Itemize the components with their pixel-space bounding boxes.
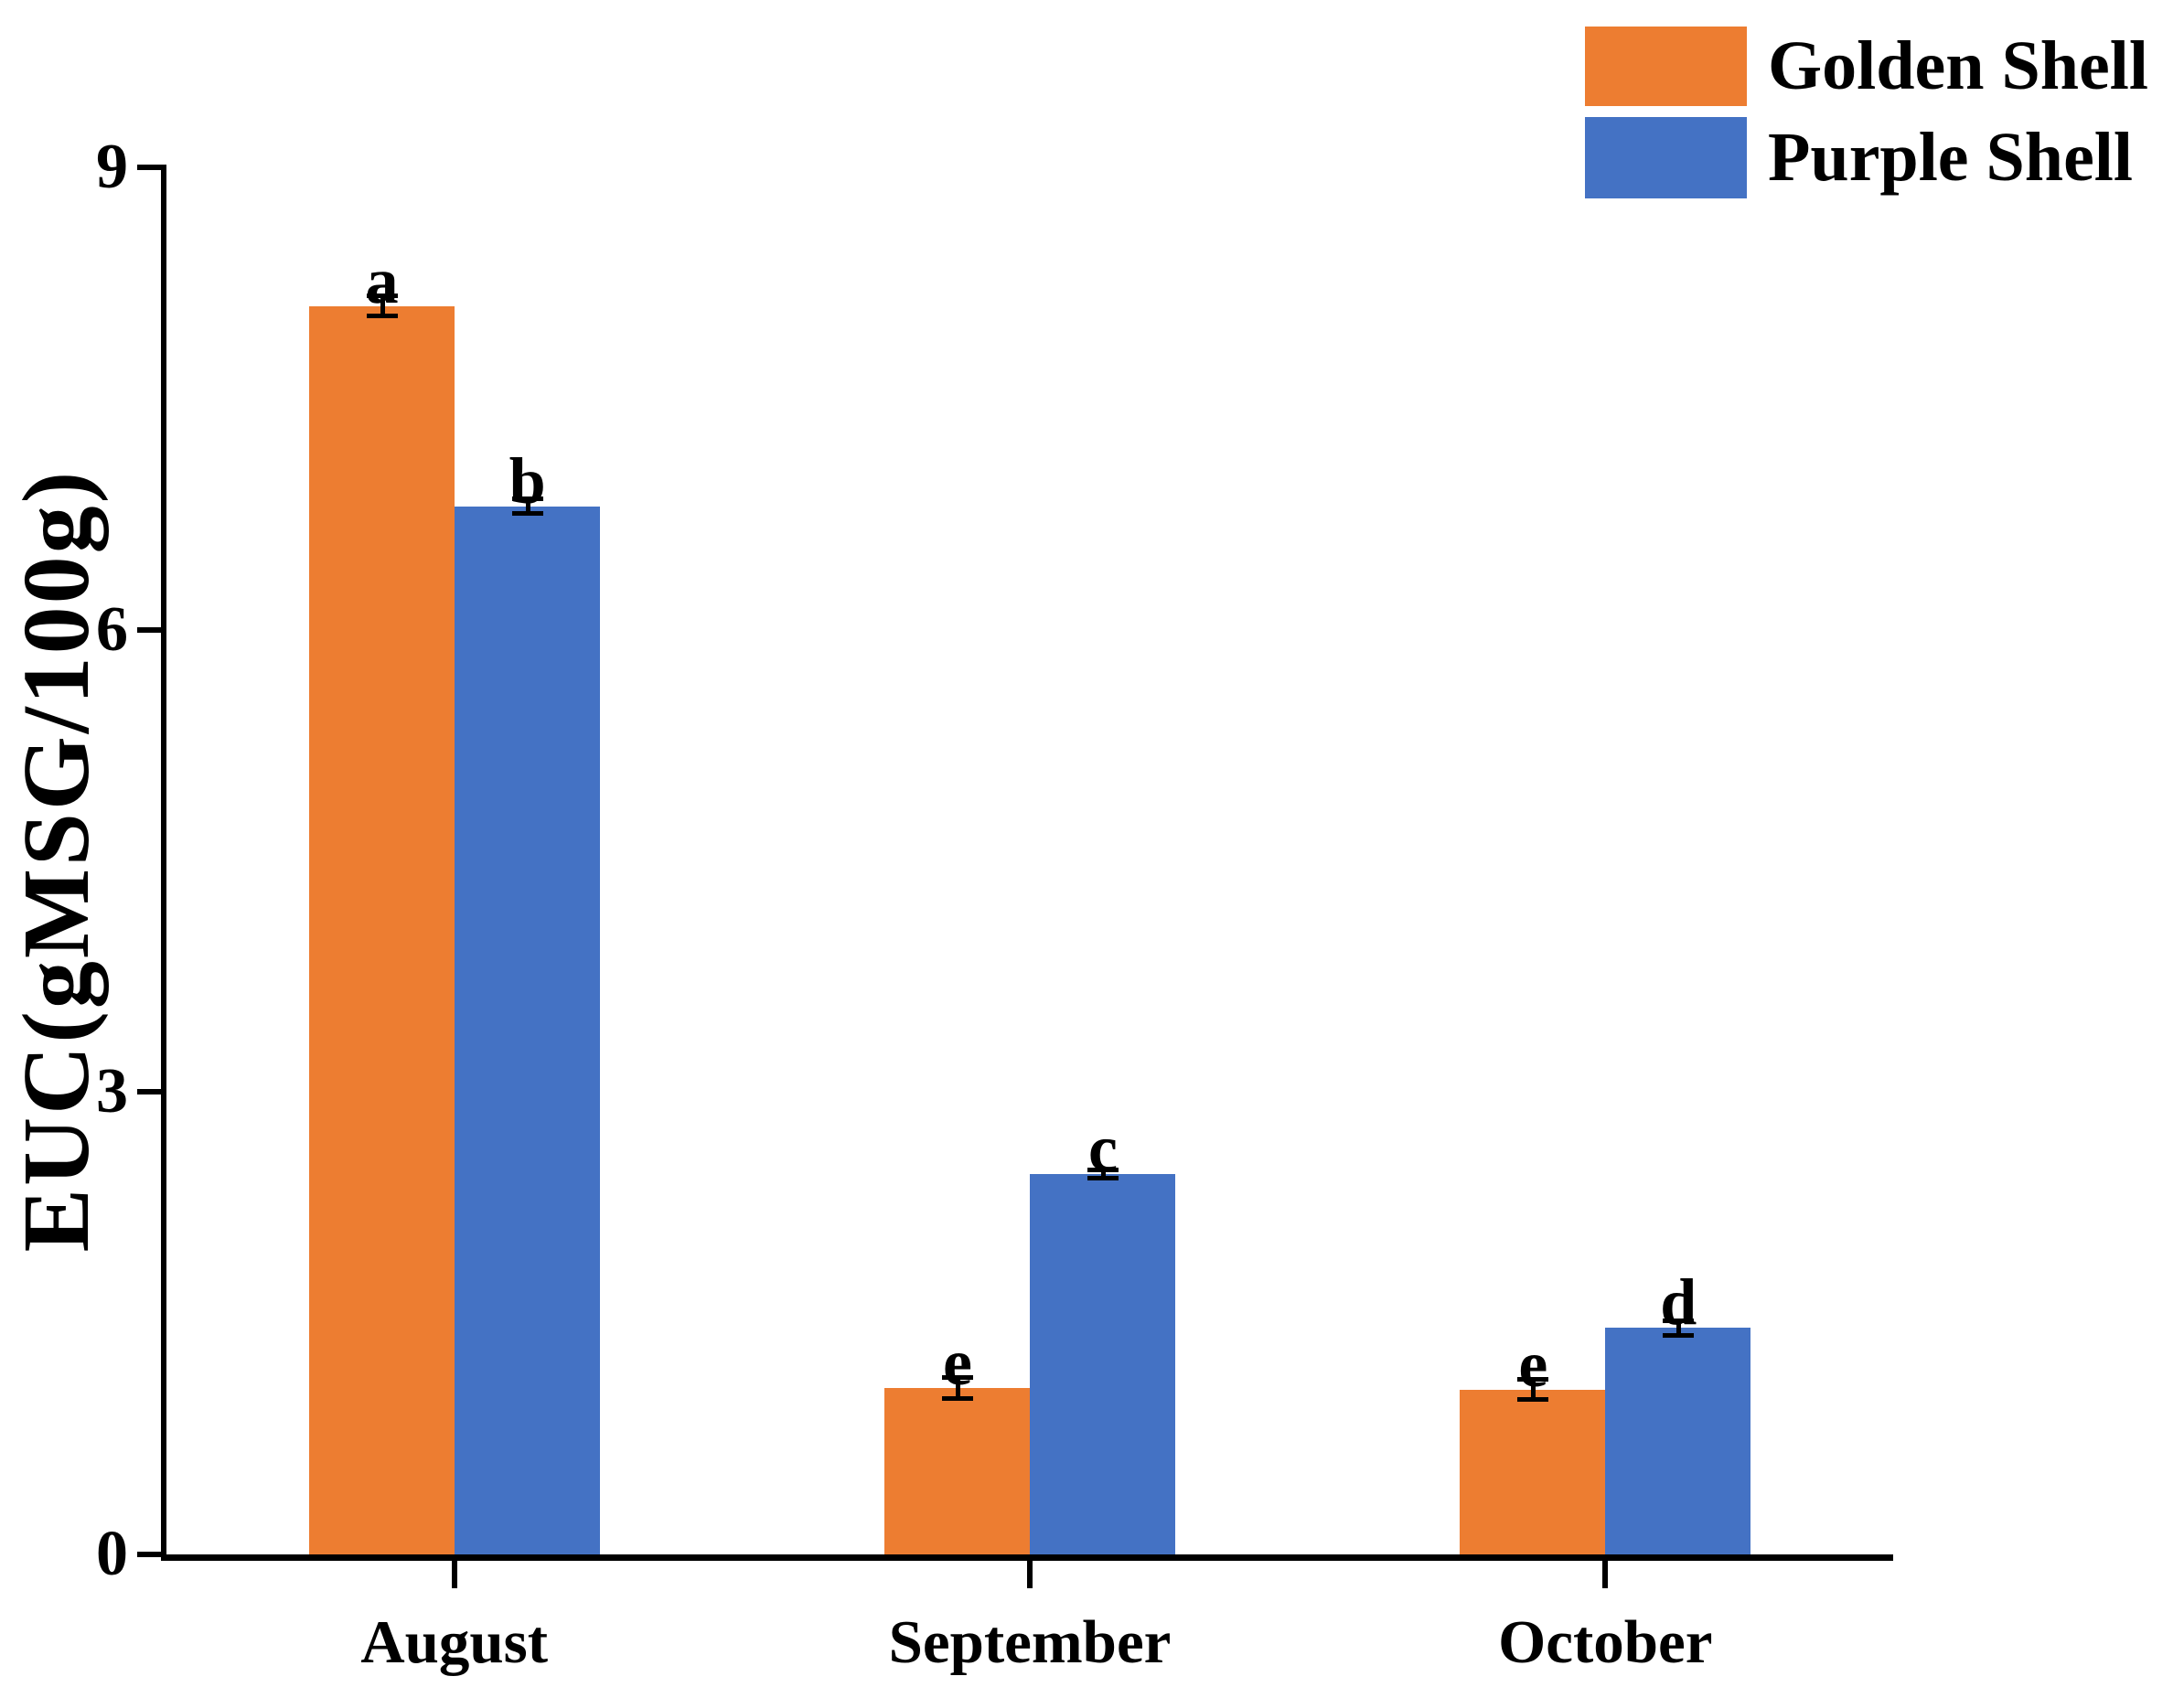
- x-tick-label-september: September: [888, 1608, 1172, 1676]
- x-tick-label-october: October: [1498, 1608, 1713, 1676]
- error-bar: [956, 1377, 960, 1399]
- legend-swatch-golden-shell: [1585, 27, 1747, 106]
- y-tick-label: 0: [96, 1519, 128, 1589]
- sig-letter-e: e: [943, 1325, 972, 1399]
- error-bar: [1101, 1169, 1106, 1179]
- error-bar-cap-top: [1087, 1167, 1119, 1172]
- y-tick-label: 6: [96, 593, 128, 665]
- error-bar: [1531, 1378, 1536, 1401]
- bar-october-purple-shell: [1605, 1328, 1751, 1554]
- error-bar-cap-top: [942, 1375, 973, 1381]
- sig-letter-a: a: [365, 243, 399, 317]
- x-axis-line: [161, 1554, 1893, 1561]
- bar-august-golden-shell: [308, 305, 455, 1554]
- error-bar-cap-bottom: [942, 1395, 973, 1401]
- bar-october-golden-shell: [1460, 1389, 1606, 1554]
- y-axis-title: EUC(gMSG/100g): [4, 468, 109, 1253]
- x-tick: [1027, 1561, 1033, 1588]
- error-bar-cap-bottom: [1087, 1175, 1119, 1180]
- error-bar: [1676, 1319, 1682, 1336]
- bar-september-golden-shell: [884, 1387, 1030, 1554]
- x-tick-label-august: August: [360, 1608, 549, 1676]
- error-bar-cap-bottom: [1517, 1397, 1549, 1403]
- legend-swatch-purple-shell: [1585, 117, 1747, 198]
- x-tick: [451, 1561, 457, 1588]
- error-bar-cap-bottom: [511, 511, 543, 517]
- x-tick: [1602, 1561, 1609, 1588]
- y-axis-line: [161, 165, 166, 1561]
- error-bar-cap-top: [366, 293, 398, 298]
- error-bar-cap-bottom: [1663, 1332, 1695, 1338]
- error-bar-cap-bottom: [366, 314, 398, 319]
- error-bar-cap-top: [1663, 1318, 1695, 1323]
- error-bar: [525, 498, 530, 515]
- sig-letter-c: c: [1088, 1111, 1118, 1185]
- bar-august-purple-shell: [454, 506, 600, 1554]
- legend-label-purple-shell: Purple Shell: [1768, 119, 2134, 196]
- error-bar-cap-top: [511, 496, 543, 502]
- error-bar: [380, 294, 385, 317]
- legend-label-golden-shell: Golden Shell: [1768, 27, 2148, 104]
- sig-letter-b: b: [509, 443, 546, 518]
- bar-september-purple-shell: [1030, 1173, 1175, 1554]
- y-tick-label: 9: [96, 132, 128, 202]
- error-bar-cap-top: [1517, 1376, 1549, 1382]
- y-tick: [137, 1089, 161, 1095]
- sig-letter-d: d: [1660, 1265, 1697, 1340]
- y-tick: [137, 1552, 161, 1557]
- y-tick-label: 3: [96, 1056, 128, 1127]
- y-tick: [137, 165, 161, 170]
- y-tick: [137, 626, 161, 633]
- sig-letter-e: e: [1518, 1327, 1548, 1401]
